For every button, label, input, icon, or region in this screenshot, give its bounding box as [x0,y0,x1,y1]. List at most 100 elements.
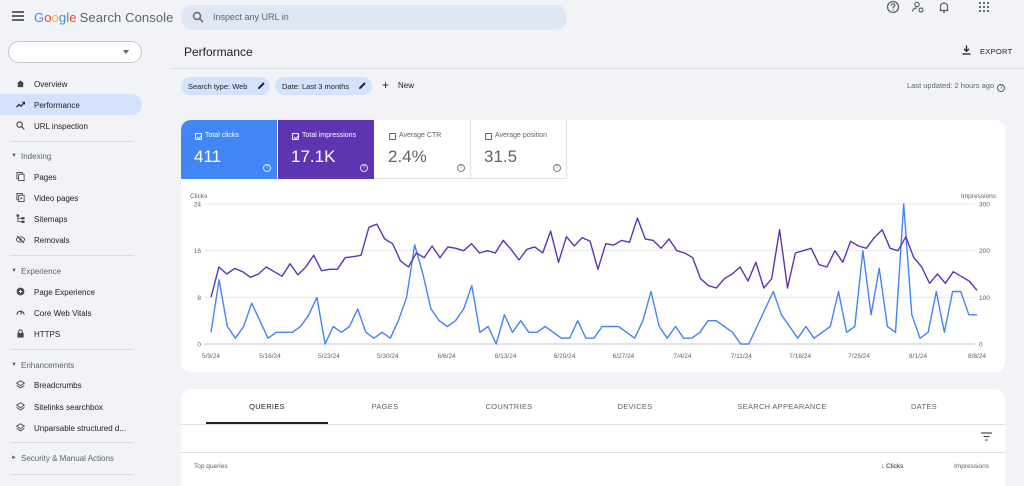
metric-total-clicks[interactable]: Total clicks 411 ? [181,120,277,179]
sidebar-item-sitelinks-searchbox[interactable]: Sitelinks searchbox [0,396,142,417]
x-tick-label: 7/25/24 [848,353,870,360]
metric-total-impressions[interactable]: Total impressions 17.1K ? [278,120,374,179]
chevron-down-icon [123,50,129,54]
edit-icon [359,82,366,89]
x-tick-label: 6/13/24 [495,353,517,360]
help-icon[interactable]: ? [263,164,271,172]
sidebar-item-page-experience[interactable]: Page Experience [0,281,142,302]
sidebar-divider [10,255,134,256]
metric-average-ctr[interactable]: Average CTR 2.4% ? [375,120,471,179]
left-tick-label: 0 [197,342,201,349]
search-placeholder: Inspect any URL in [213,12,289,22]
tab-devices[interactable]: DEVICES [617,402,653,411]
sidebar-divider [10,141,134,142]
left-tick-label: 24 [194,202,202,209]
metric-average-position[interactable]: Average position 31.5 ? [471,120,567,179]
right-tick-label: 200 [979,248,990,255]
sidebar-item-removals[interactable]: Removals [0,229,142,250]
performance-card: Total clicks 411 ? Total impressions 17.… [181,120,1005,372]
search-console-logo[interactable]: Google Search Console [34,10,174,25]
performance-chart: Clicks Impressions 0 8 16 24 0 100 200 300 5/9/24 5… [190,193,997,360]
report-table-card: QUERIES PAGES COUNTRIES DEVICES SEARCH A… [181,389,1005,486]
last-updated: Last updated: 2 hours ago? [907,81,1006,92]
sidebar-item-unparsable-structured-data[interactable]: Unparsable structured d... [0,417,142,438]
section-experience[interactable]: ▼ Experience [11,267,62,276]
sidebar-item-pages[interactable]: Pages [0,166,142,187]
tab-queries[interactable]: QUERIES [249,402,285,411]
x-tick-label: 5/9/24 [202,353,220,360]
x-tick-label: 7/18/24 [789,353,811,360]
sidebar-item-performance[interactable]: Performance [0,94,142,115]
active-tab-indicator [206,422,328,424]
help-icon[interactable] [886,0,900,14]
help-icon[interactable]: ? [997,84,1006,92]
section-enhancements[interactable]: ▼ Enhancements [11,361,75,370]
right-tick-label: 100 [979,295,990,302]
top-bar: Google Search Console Inspect any URL in [0,0,1024,36]
lock-icon [17,329,24,338]
checkbox-average-ctr[interactable] [389,133,396,140]
tab-dates[interactable]: DATES [911,402,937,411]
section-security-manual-actions[interactable]: ► Security & Manual Actions [11,454,114,463]
manage-accounts-icon[interactable] [911,0,925,14]
x-tick-label: 8/8/24 [968,353,986,360]
column-header-clicks[interactable]: ↓ Clicks [881,463,904,470]
sidebar-item-url-inspection[interactable]: URL inspection [0,115,142,136]
checkbox-total-clicks[interactable] [195,133,202,140]
url-inspect-search[interactable]: Inspect any URL in [181,5,567,30]
sidebar-item-video-pages[interactable]: Video pages [0,187,142,208]
header-divider [172,68,1024,69]
sidebar-item-overview[interactable]: Overview [0,73,142,94]
help-icon[interactable]: ? [457,164,465,172]
column-header-top-queries: Top queries [194,463,228,470]
download-icon [962,45,971,55]
filter-chip-search-type[interactable]: Search type: Web [181,77,270,95]
checkbox-total-impressions[interactable] [292,133,299,140]
plus-icon: + [382,78,390,92]
help-icon[interactable]: ? [360,164,368,172]
property-selector[interactable] [8,41,142,63]
arrow-down-icon: ↓ [881,463,885,470]
total-clicks-value: 411 [194,147,222,166]
filter-icon[interactable] [981,432,992,441]
x-tick-label: 6/20/24 [554,353,576,360]
checkbox-average-position[interactable] [485,133,492,140]
help-icon[interactable]: ? [553,164,561,172]
chevron-down-icon: ▼ [11,362,17,368]
x-tick-label: 5/30/24 [377,353,399,360]
sidebar-item-https[interactable]: HTTPS [0,323,142,344]
layers-icon [16,380,25,389]
filter-chip-date[interactable]: Date: Last 3 months [275,77,372,95]
menu-icon[interactable] [12,11,24,21]
column-header-impressions[interactable]: Impressions [954,463,990,470]
sidebar-divider [10,442,134,443]
x-tick-label: 5/16/24 [259,353,281,360]
tab-countries[interactable]: COUNTRIES [485,402,533,411]
tab-search-appearance[interactable]: SEARCH APPEARANCE [737,402,827,411]
sidebar-item-core-web-vitals[interactable]: Core Web Vitals [0,302,142,323]
apps-grid-icon[interactable] [977,0,991,14]
sidebar: Overview Performance URL inspection ▼ In… [0,36,150,486]
tabs-divider [181,424,1005,425]
section-indexing[interactable]: ▼ Indexing [11,152,52,161]
layers-icon [16,402,25,411]
search-icon [192,11,204,23]
sidebar-item-sitemaps[interactable]: Sitemaps [0,208,142,229]
left-axis-label: Clicks [190,193,208,200]
chevron-right-icon: ► [11,455,17,461]
sidebar-divider [10,349,134,350]
x-tick-label: 5/23/24 [318,353,340,360]
left-tick-label: 8 [197,295,201,302]
x-tick-label: 7/4/24 [673,353,691,360]
product-name: Search Console [79,10,174,25]
removals-icon [16,235,25,244]
edit-icon [258,82,265,89]
bell-icon[interactable] [937,0,951,14]
tab-pages[interactable]: PAGES [371,402,399,411]
x-tick-label: 7/11/24 [731,353,753,360]
page-experience-icon [16,287,25,296]
sidebar-item-breadcrumbs[interactable]: Breadcrumbs [0,374,142,395]
series-line-impressions [210,217,978,298]
series-line-clicks [210,203,977,345]
table-header-divider [181,452,1005,453]
